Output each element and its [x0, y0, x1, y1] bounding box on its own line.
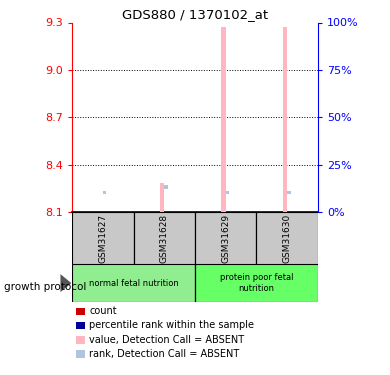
Text: normal fetal nutrition: normal fetal nutrition — [89, 279, 179, 288]
Text: GSM31630: GSM31630 — [283, 213, 292, 263]
Text: rank, Detection Call = ABSENT: rank, Detection Call = ABSENT — [89, 349, 239, 359]
Text: value, Detection Call = ABSENT: value, Detection Call = ABSENT — [89, 335, 245, 345]
Bar — [195, 264, 318, 302]
Title: GDS880 / 1370102_at: GDS880 / 1370102_at — [122, 8, 268, 21]
Text: protein poor fetal
nutrition: protein poor fetal nutrition — [220, 273, 293, 293]
Bar — [72, 212, 133, 264]
Text: count: count — [89, 306, 117, 316]
Bar — [165, 185, 168, 189]
Bar — [226, 190, 229, 194]
Bar — [256, 212, 318, 264]
Bar — [287, 190, 291, 194]
Bar — [283, 27, 287, 212]
Bar — [160, 183, 164, 212]
Bar — [195, 212, 257, 264]
Bar — [103, 190, 106, 194]
Text: growth protocol: growth protocol — [4, 282, 86, 291]
Polygon shape — [60, 274, 71, 292]
Text: GSM31627: GSM31627 — [98, 214, 107, 262]
Bar — [222, 27, 226, 212]
Text: GSM31629: GSM31629 — [221, 214, 230, 262]
Bar — [133, 212, 195, 264]
Bar — [72, 264, 195, 302]
Text: GSM31628: GSM31628 — [160, 214, 169, 262]
Text: percentile rank within the sample: percentile rank within the sample — [89, 321, 254, 330]
